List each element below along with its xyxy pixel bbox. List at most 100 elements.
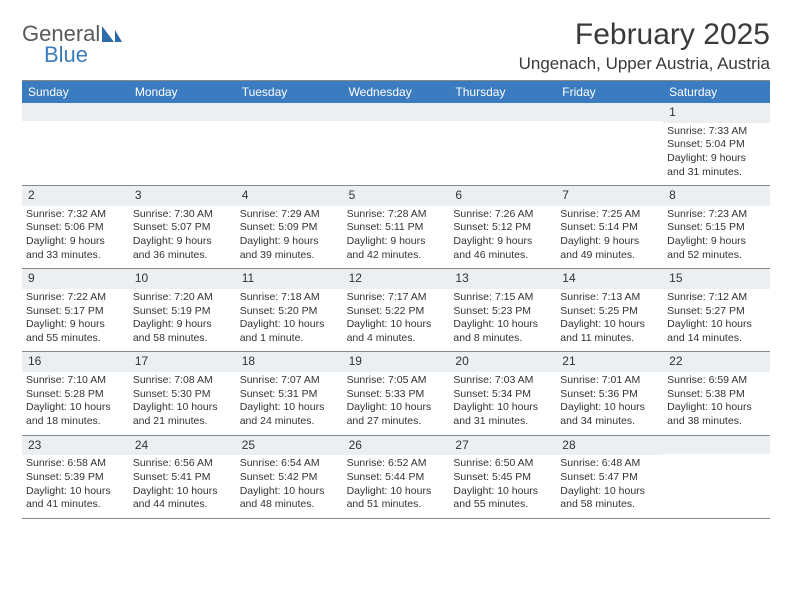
sunset-text: Sunset: 5:20 PM bbox=[240, 305, 339, 319]
sail-icon bbox=[100, 24, 122, 49]
day-cell: 26Sunrise: 6:52 AMSunset: 5:44 PMDayligh… bbox=[343, 436, 450, 518]
day-cell: 20Sunrise: 7:03 AMSunset: 5:34 PMDayligh… bbox=[449, 352, 556, 434]
day-number: 7 bbox=[556, 186, 663, 206]
daylight-text: Daylight: 10 hours and 44 minutes. bbox=[133, 485, 232, 512]
sunset-text: Sunset: 5:17 PM bbox=[26, 305, 125, 319]
daylight-text: Daylight: 10 hours and 4 minutes. bbox=[347, 318, 446, 345]
logo-line2: Blue bbox=[44, 45, 100, 66]
day-number: 21 bbox=[556, 352, 663, 372]
sunrise-text: Sunrise: 6:59 AM bbox=[667, 374, 766, 388]
day-number: 9 bbox=[22, 269, 129, 289]
day-cell bbox=[556, 103, 663, 185]
day-number bbox=[22, 103, 129, 121]
day-cell: 4Sunrise: 7:29 AMSunset: 5:09 PMDaylight… bbox=[236, 186, 343, 268]
day-cell: 17Sunrise: 7:08 AMSunset: 5:30 PMDayligh… bbox=[129, 352, 236, 434]
sunset-text: Sunset: 5:22 PM bbox=[347, 305, 446, 319]
week-row: 9Sunrise: 7:22 AMSunset: 5:17 PMDaylight… bbox=[22, 269, 770, 352]
day-number: 13 bbox=[449, 269, 556, 289]
sunset-text: Sunset: 5:31 PM bbox=[240, 388, 339, 402]
sunrise-text: Sunrise: 7:22 AM bbox=[26, 291, 125, 305]
day-cell: 2Sunrise: 7:32 AMSunset: 5:06 PMDaylight… bbox=[22, 186, 129, 268]
sunrise-text: Sunrise: 7:07 AM bbox=[240, 374, 339, 388]
day-number: 3 bbox=[129, 186, 236, 206]
sunset-text: Sunset: 5:15 PM bbox=[667, 221, 766, 235]
sunrise-text: Sunrise: 7:23 AM bbox=[667, 208, 766, 222]
day-number bbox=[343, 103, 450, 121]
sunrise-text: Sunrise: 7:03 AM bbox=[453, 374, 552, 388]
sunset-text: Sunset: 5:06 PM bbox=[26, 221, 125, 235]
sunrise-text: Sunrise: 7:12 AM bbox=[667, 291, 766, 305]
daylight-text: Daylight: 9 hours and 39 minutes. bbox=[240, 235, 339, 262]
day-number: 10 bbox=[129, 269, 236, 289]
sunrise-text: Sunrise: 7:13 AM bbox=[560, 291, 659, 305]
daylight-text: Daylight: 10 hours and 55 minutes. bbox=[453, 485, 552, 512]
sunrise-text: Sunrise: 6:52 AM bbox=[347, 457, 446, 471]
daylight-text: Daylight: 9 hours and 33 minutes. bbox=[26, 235, 125, 262]
day-number: 24 bbox=[129, 436, 236, 456]
sunset-text: Sunset: 5:25 PM bbox=[560, 305, 659, 319]
sunrise-text: Sunrise: 7:28 AM bbox=[347, 208, 446, 222]
day-cell bbox=[343, 103, 450, 185]
sunset-text: Sunset: 5:39 PM bbox=[26, 471, 125, 485]
day-cell bbox=[129, 103, 236, 185]
sunset-text: Sunset: 5:19 PM bbox=[133, 305, 232, 319]
daylight-text: Daylight: 10 hours and 41 minutes. bbox=[26, 485, 125, 512]
sunset-text: Sunset: 5:36 PM bbox=[560, 388, 659, 402]
day-number bbox=[236, 103, 343, 121]
location-text: Ungenach, Upper Austria, Austria bbox=[519, 54, 770, 74]
sunset-text: Sunset: 5:47 PM bbox=[560, 471, 659, 485]
sunrise-text: Sunrise: 7:25 AM bbox=[560, 208, 659, 222]
day-cell: 19Sunrise: 7:05 AMSunset: 5:33 PMDayligh… bbox=[343, 352, 450, 434]
day-cell: 18Sunrise: 7:07 AMSunset: 5:31 PMDayligh… bbox=[236, 352, 343, 434]
daylight-text: Daylight: 10 hours and 31 minutes. bbox=[453, 401, 552, 428]
day-number: 4 bbox=[236, 186, 343, 206]
daylight-text: Daylight: 9 hours and 52 minutes. bbox=[667, 235, 766, 262]
week-row: 1Sunrise: 7:33 AMSunset: 5:04 PMDaylight… bbox=[22, 103, 770, 186]
sunset-text: Sunset: 5:28 PM bbox=[26, 388, 125, 402]
day-cell: 9 Sunrise: 7:22 AMSunset: 5:17 PMDaylight… bbox=[22, 269, 129, 351]
day-number: 2 bbox=[22, 186, 129, 206]
sunrise-text: Sunrise: 7:29 AM bbox=[240, 208, 339, 222]
day-number: 26 bbox=[343, 436, 450, 456]
day-number: 1 bbox=[663, 103, 770, 123]
sunset-text: Sunset: 5:30 PM bbox=[133, 388, 232, 402]
day-number: 14 bbox=[556, 269, 663, 289]
daylight-text: Daylight: 10 hours and 18 minutes. bbox=[26, 401, 125, 428]
day-cell: 5Sunrise: 7:28 AMSunset: 5:11 PMDaylight… bbox=[343, 186, 450, 268]
sunrise-text: Sunrise: 6:48 AM bbox=[560, 457, 659, 471]
weekday-label: Wednesday bbox=[343, 81, 450, 103]
daylight-text: Daylight: 10 hours and 34 minutes. bbox=[560, 401, 659, 428]
day-number: 28 bbox=[556, 436, 663, 456]
weekday-label: Monday bbox=[129, 81, 236, 103]
sunrise-text: Sunrise: 7:26 AM bbox=[453, 208, 552, 222]
sunrise-text: Sunrise: 6:50 AM bbox=[453, 457, 552, 471]
day-number: 11 bbox=[236, 269, 343, 289]
day-cell: 1Sunrise: 7:33 AMSunset: 5:04 PMDaylight… bbox=[663, 103, 770, 185]
day-cell: 23Sunrise: 6:58 AMSunset: 5:39 PMDayligh… bbox=[22, 436, 129, 518]
day-cell bbox=[22, 103, 129, 185]
sunset-text: Sunset: 5:12 PM bbox=[453, 221, 552, 235]
day-cell: 14 Sunrise: 7:13 AMSunset: 5:25 PMDayligh… bbox=[556, 269, 663, 351]
daylight-text: Daylight: 9 hours and 36 minutes. bbox=[133, 235, 232, 262]
sunrise-text: Sunrise: 6:56 AM bbox=[133, 457, 232, 471]
day-number: 15 bbox=[663, 269, 770, 289]
day-cell: 6Sunrise: 7:26 AMSunset: 5:12 PMDaylight… bbox=[449, 186, 556, 268]
day-cell bbox=[236, 103, 343, 185]
day-number: 27 bbox=[449, 436, 556, 456]
sunset-text: Sunset: 5:33 PM bbox=[347, 388, 446, 402]
day-cell: 25Sunrise: 6:54 AMSunset: 5:42 PMDayligh… bbox=[236, 436, 343, 518]
daylight-text: Daylight: 10 hours and 21 minutes. bbox=[133, 401, 232, 428]
sunset-text: Sunset: 5:27 PM bbox=[667, 305, 766, 319]
daylight-text: Daylight: 10 hours and 11 minutes. bbox=[560, 318, 659, 345]
sunset-text: Sunset: 5:04 PM bbox=[667, 138, 766, 152]
weekday-label: Thursday bbox=[449, 81, 556, 103]
day-cell: 8Sunrise: 7:23 AMSunset: 5:15 PMDaylight… bbox=[663, 186, 770, 268]
day-number: 25 bbox=[236, 436, 343, 456]
daylight-text: Daylight: 9 hours and 55 minutes. bbox=[26, 318, 125, 345]
day-number: 6 bbox=[449, 186, 556, 206]
daylight-text: Daylight: 9 hours and 58 minutes. bbox=[133, 318, 232, 345]
sunrise-text: Sunrise: 7:18 AM bbox=[240, 291, 339, 305]
day-cell: 16Sunrise: 7:10 AMSunset: 5:28 PMDayligh… bbox=[22, 352, 129, 434]
day-cell: 27Sunrise: 6:50 AMSunset: 5:45 PMDayligh… bbox=[449, 436, 556, 518]
sunrise-text: Sunrise: 7:08 AM bbox=[133, 374, 232, 388]
